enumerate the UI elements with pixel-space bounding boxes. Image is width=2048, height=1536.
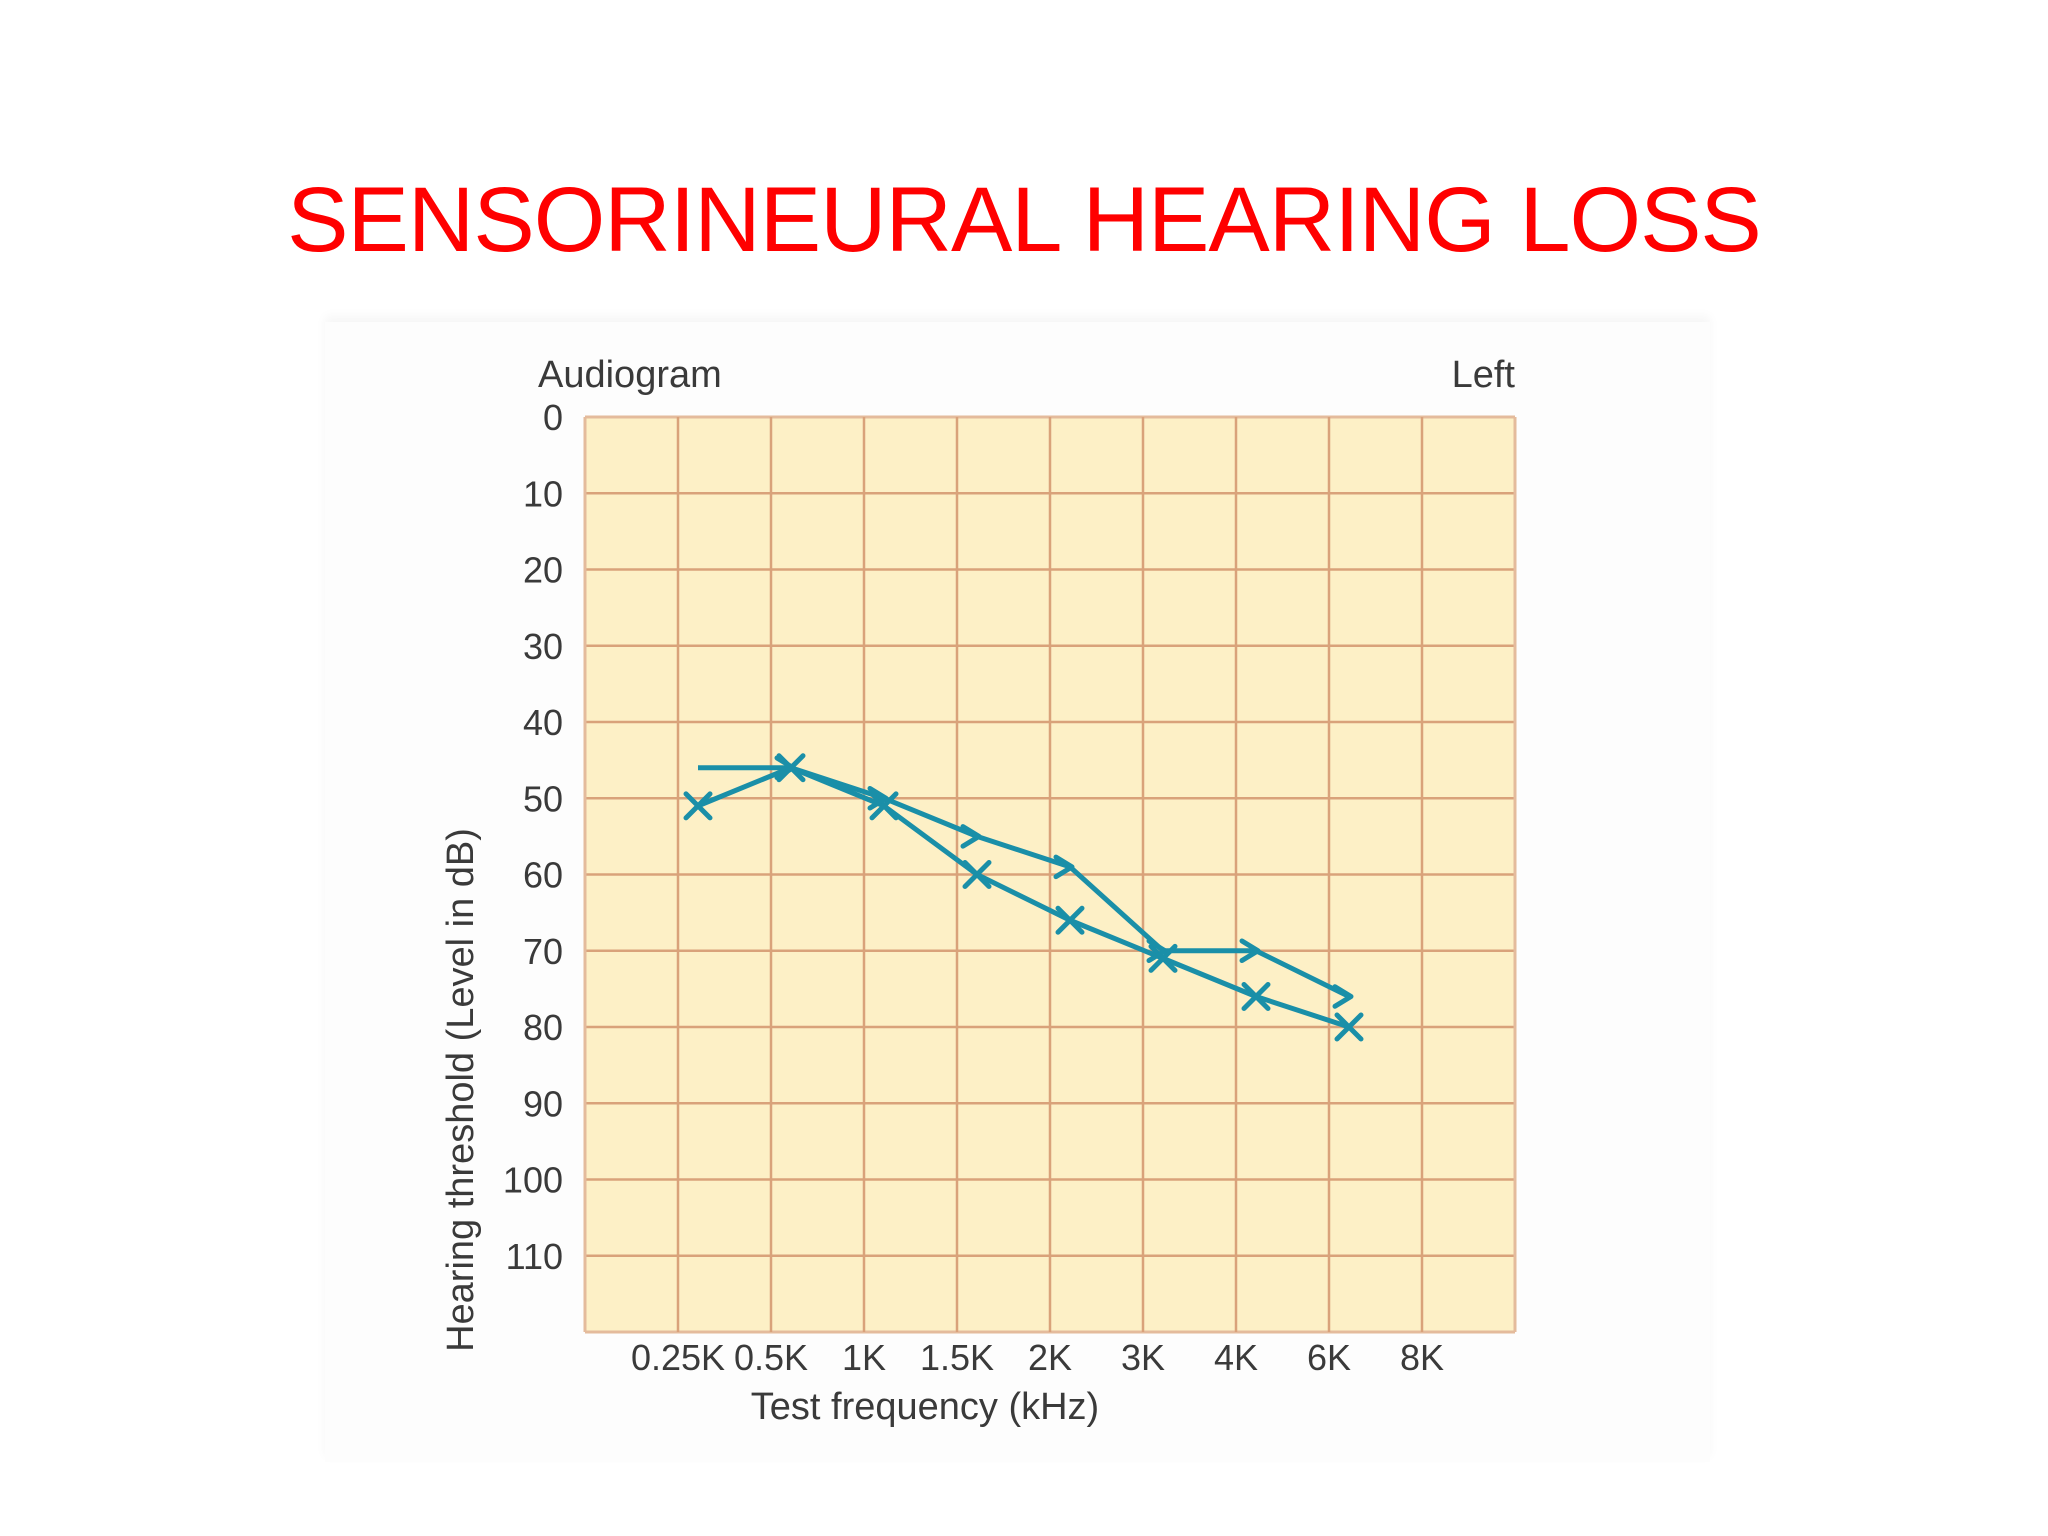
- chart-corner-label: Left: [1452, 354, 1516, 396]
- y-tick-label: 30: [523, 626, 563, 667]
- marker-arrow: [1239, 938, 1261, 964]
- x-tick-label: 1K: [842, 1337, 886, 1378]
- y-tick-label: 90: [523, 1083, 563, 1124]
- marker-arrow: [960, 824, 982, 849]
- x-tick-label: 2K: [1028, 1337, 1072, 1378]
- marker-arrow: [1053, 854, 1075, 880]
- marker-x: [1055, 905, 1085, 935]
- x-tick-label: 8K: [1400, 1337, 1444, 1378]
- x-tick-label: 0.5K: [734, 1337, 808, 1378]
- marker-x: [962, 860, 992, 889]
- x-axis-label: Test frequency (kHz): [751, 1386, 1099, 1428]
- x-tick-label: 3K: [1121, 1337, 1165, 1378]
- chart-title: Audiogram: [538, 354, 722, 396]
- x-tick-label: 1.5K: [920, 1337, 994, 1378]
- x-tick-label: 6K: [1307, 1337, 1351, 1378]
- y-tick-label: 20: [523, 550, 563, 591]
- y-tick-label: 60: [523, 855, 563, 896]
- marker-x: [1334, 1012, 1364, 1042]
- y-tick-label: 0: [543, 397, 563, 438]
- slide-title: SENSORINEURAL HEARING LOSS: [287, 169, 1762, 271]
- y-tick-label: 100: [503, 1160, 563, 1201]
- marker-arrow: [867, 785, 889, 811]
- x-tick-label: 4K: [1214, 1337, 1258, 1378]
- y-tick-label: 70: [523, 931, 563, 972]
- marker-arrow: [774, 755, 796, 781]
- marker-arrow: [1146, 938, 1168, 964]
- series-line-2: [698, 765, 1351, 999]
- y-tick-label: 50: [523, 778, 563, 819]
- y-tick-label: 80: [523, 1007, 563, 1048]
- marker-x: [683, 791, 713, 821]
- audiogram-chart: 0 10 20 30 40 50 60 70 80 90 100 110 0.25K 0.5K 1K 1.5K…: [440, 354, 1517, 1428]
- y-tick-label: 10: [523, 473, 563, 514]
- marker-arrow: [1332, 984, 1354, 1009]
- y-tick-label: 40: [523, 702, 563, 743]
- x-tick-label: 0.25K: [631, 1337, 725, 1378]
- marker-x: [1241, 982, 1271, 1011]
- audiogram-figure: 0 10 20 30 40 50 60 70 80 90 100 110 0.25K 0.5K 1K 1.5K…: [325, 322, 1710, 1462]
- y-axis-label: Hearing threshold (Level in dB): [440, 828, 482, 1352]
- y-tick-label: 110: [506, 1236, 563, 1277]
